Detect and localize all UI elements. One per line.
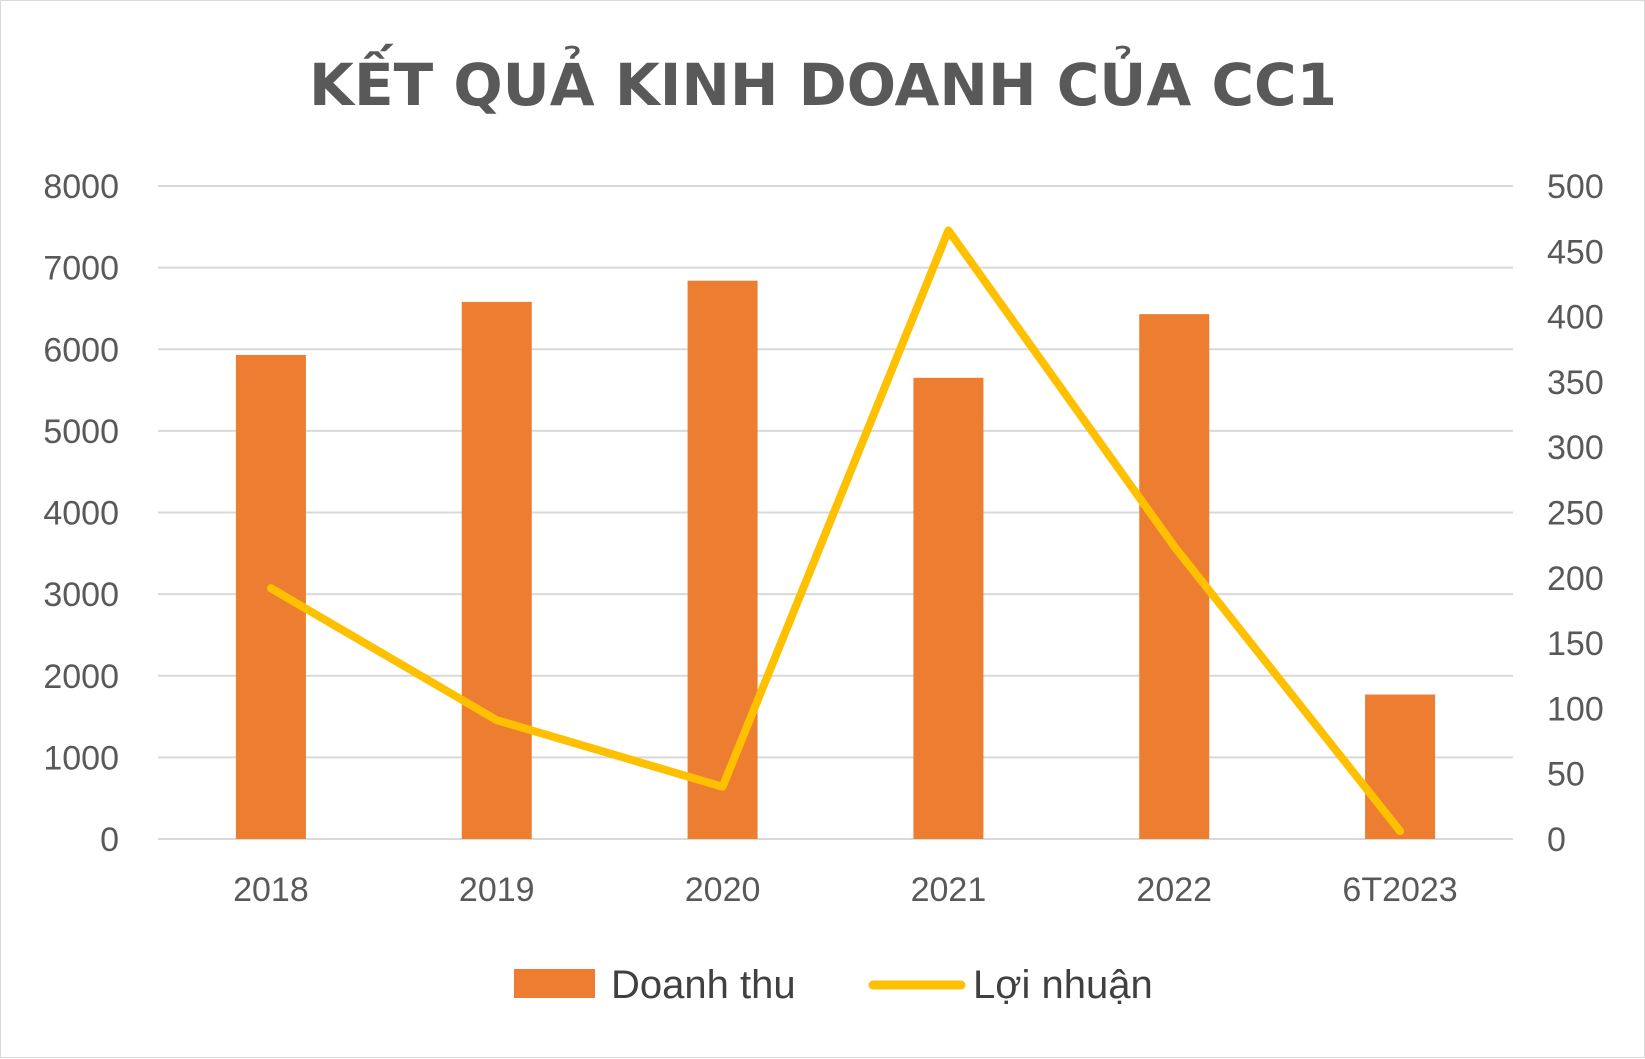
legend-label-loi-nhuan: Lợi nhuận	[973, 963, 1153, 1007]
y-right-tick-label: 450	[1547, 233, 1604, 271]
x-tick-label: 2019	[459, 871, 535, 909]
y-left-tick-label: 1000	[43, 739, 119, 777]
y-left-tick-label: 8000	[43, 168, 119, 206]
y-left-tick-label: 3000	[43, 576, 119, 614]
bar-series	[236, 281, 1435, 839]
y-right-tick-label: 0	[1547, 821, 1566, 859]
y-right-tick-label: 400	[1547, 299, 1604, 337]
y-left-tick-label: 6000	[43, 331, 119, 369]
x-tick-label: 2020	[685, 871, 761, 909]
y-right-tick-label: 500	[1547, 168, 1604, 206]
legend: Doanh thu Lợi nhuận	[514, 963, 1153, 1007]
y-right-tick-label: 150	[1547, 625, 1604, 663]
bar-doanh-thu	[236, 355, 306, 839]
y-left-tick-label: 0	[100, 821, 119, 859]
chart-title: KẾT QUẢ KINH DOANH CỦA CC1	[309, 43, 1337, 119]
x-tick-label: 2022	[1136, 871, 1212, 909]
x-tick-label: 2021	[911, 871, 987, 909]
y-right-tick-label: 250	[1547, 495, 1604, 533]
right-axis: 0 50 100 150 200 250 300 350 400 450 500	[1547, 168, 1604, 859]
y-right-tick-label: 100	[1547, 690, 1604, 728]
y-left-tick-label: 4000	[43, 495, 119, 533]
y-left-tick-label: 2000	[43, 658, 119, 696]
y-right-tick-label: 300	[1547, 429, 1604, 467]
y-left-tick-label: 7000	[43, 250, 119, 288]
y-right-tick-label: 350	[1547, 364, 1604, 402]
x-tick-label: 2018	[233, 871, 309, 909]
x-axis: 2018 2019 2020 2021 2022 6T2023	[233, 871, 1458, 909]
line-series	[271, 230, 1400, 831]
bar-doanh-thu	[688, 281, 758, 839]
y-right-tick-label: 200	[1547, 560, 1604, 598]
left-axis: 0 1000 2000 3000 4000 5000 6000 7000 8000	[43, 168, 119, 859]
bar-doanh-thu	[1365, 695, 1435, 839]
legend-swatch-doanh-thu	[514, 969, 595, 998]
line-loi-nhuan	[271, 230, 1400, 831]
y-left-tick-label: 5000	[43, 413, 119, 451]
x-tick-label: 6T2023	[1342, 871, 1457, 909]
y-right-tick-label: 50	[1547, 756, 1585, 794]
bar-doanh-thu	[913, 378, 983, 839]
legend-label-doanh-thu: Doanh thu	[611, 963, 796, 1007]
bar-doanh-thu	[462, 302, 532, 839]
